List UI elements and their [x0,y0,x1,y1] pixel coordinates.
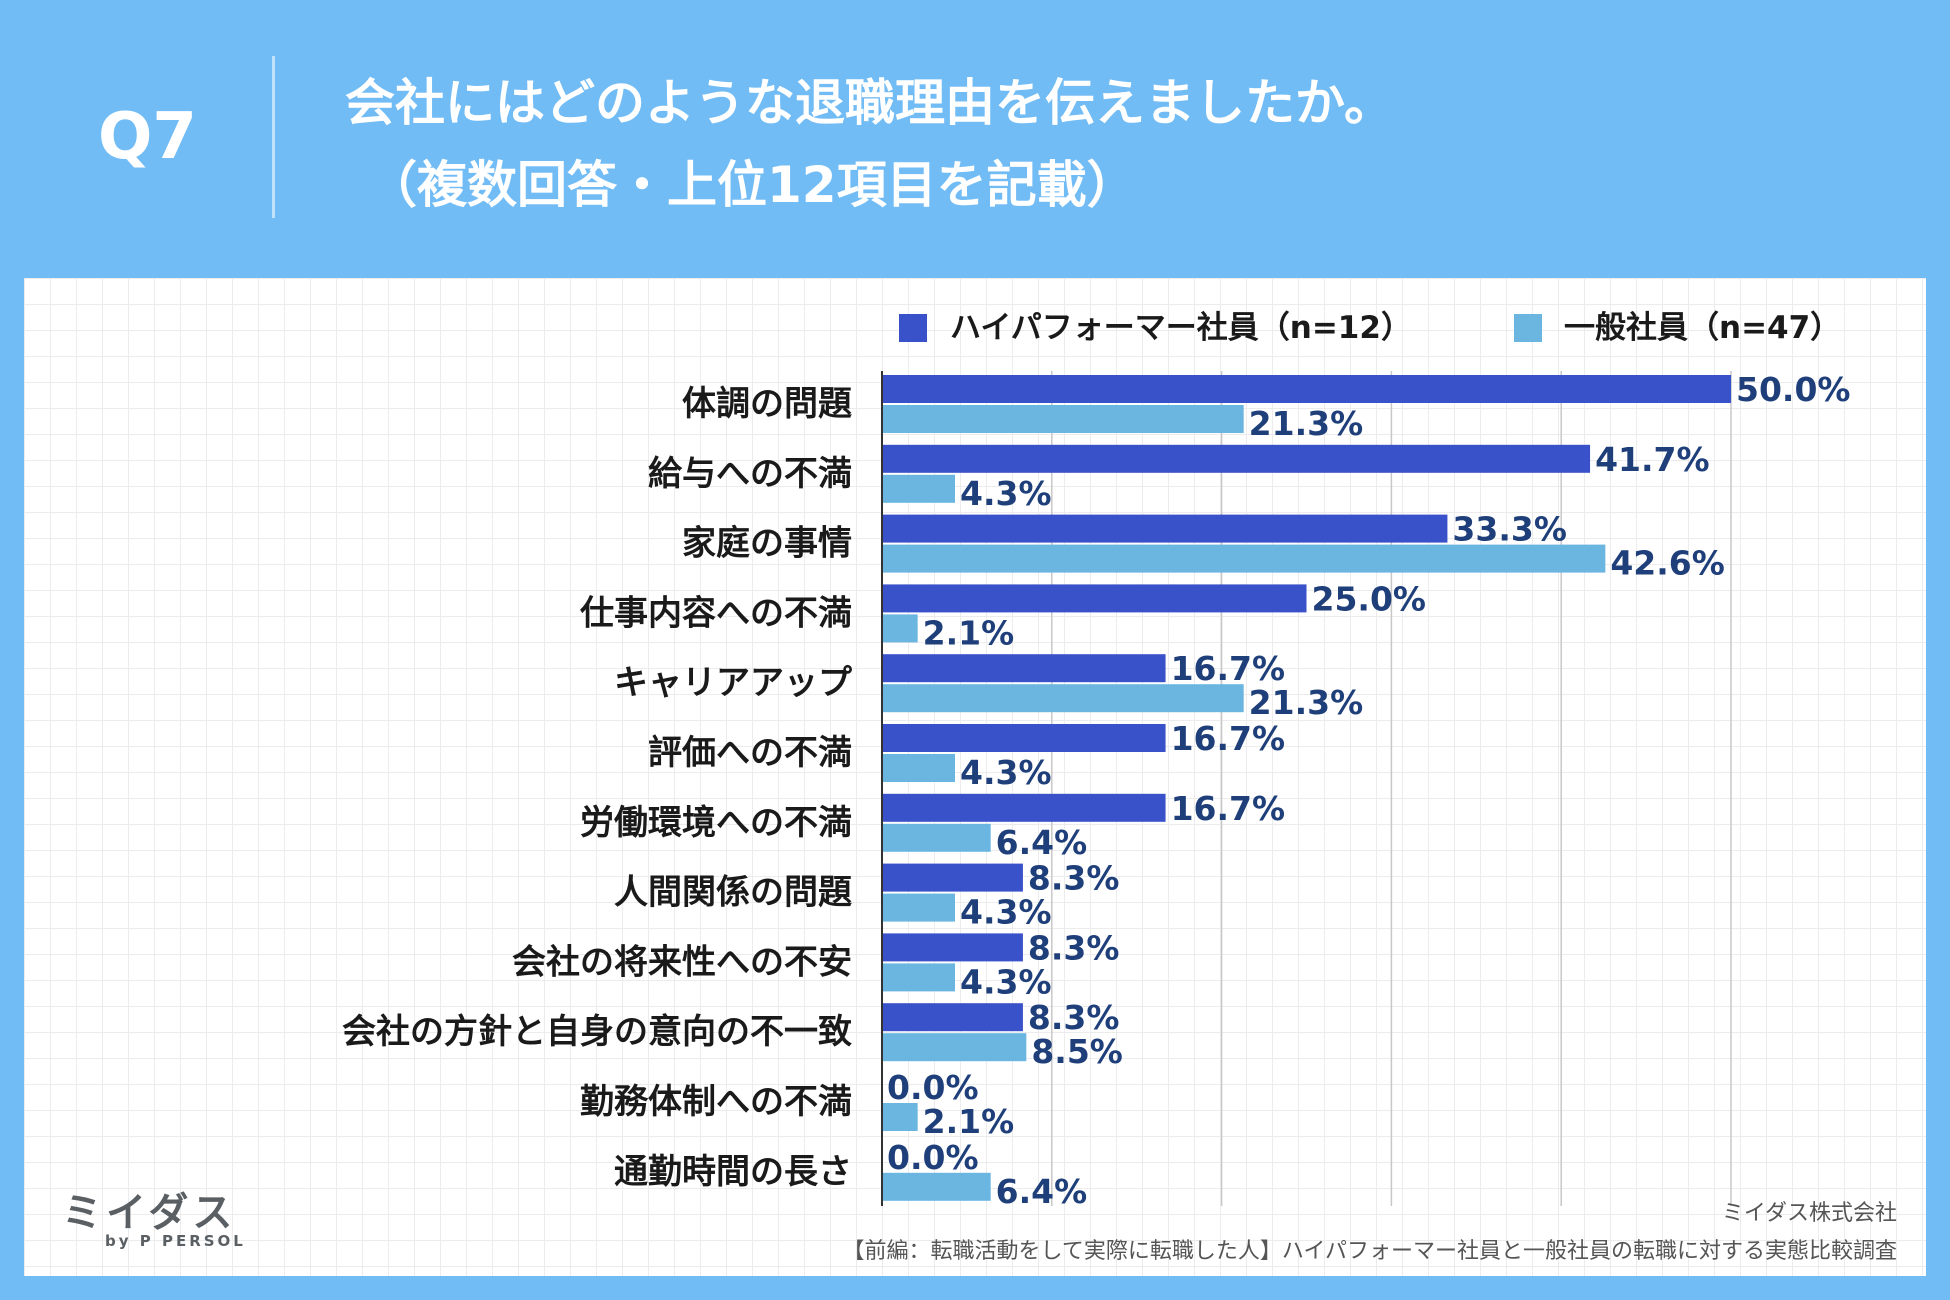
legend-label-high-performer: ハイパフォーマー社員（n=12） [950,310,1412,346]
bar-general [882,614,918,643]
question-title-line2: （複数回答・上位12項目を記載） [367,156,1137,214]
header-divider [272,56,275,218]
question-title: 会社にはどのような退職理由を伝えましたか。 （複数回答・上位12項目を記載） [345,62,1394,226]
legend-label-general: 一般社員（n=47） [1564,310,1841,346]
category-label: 勤務体制への不満 [580,1082,852,1122]
value-label-high-performer: 8.3% [1028,859,1120,898]
value-label-high-performer: 0.0% [887,1138,979,1177]
category-label: 会社の方針と自身の意向の不一致 [342,1012,852,1052]
value-label-high-performer: 50.0% [1736,370,1851,409]
bar-high-performer [882,654,1166,683]
category-label: 評価への不満 [648,733,852,773]
value-label-general: 21.3% [1249,404,1364,443]
bar-high-performer [882,514,1448,543]
header: Q7 会社にはどのような退職理由を伝えましたか。 （複数回答・上位12項目を記載… [0,0,1950,270]
category-label: 通勤時間の長さ [614,1152,852,1192]
value-label-high-performer: 0.0% [887,1068,979,1107]
chart-panel [24,278,1926,1276]
value-label-general: 4.3% [960,893,1052,932]
value-label-high-performer: 33.3% [1452,510,1567,549]
bar-high-performer [882,793,1166,822]
value-label-high-performer: 41.7% [1595,440,1710,479]
bar-high-performer [882,724,1166,752]
value-label-general: 2.1% [923,1102,1015,1141]
bar-general [882,963,956,992]
bar-high-performer [882,1003,1023,1032]
category-label: 給与への不満 [648,454,852,494]
bar-general [882,893,956,922]
bar-high-performer [882,375,1731,403]
value-label-general: 4.3% [960,474,1052,513]
bar-high-performer [882,584,1307,613]
bar-high-performer [882,933,1023,962]
bar-general [882,1033,1027,1062]
legend-swatch-general [1514,314,1542,342]
bar-general [882,754,956,782]
bar-general [882,684,1244,713]
bar-general [882,544,1606,573]
bar-general [882,474,956,503]
bar-general [882,1172,991,1201]
value-label-high-performer: 25.0% [1312,579,1427,618]
bar-general [882,1103,918,1131]
bar-general [882,823,991,852]
value-label-high-performer: 16.7% [1171,649,1286,688]
category-label: 仕事内容への不満 [580,593,852,633]
question-number: Q7 [98,100,197,174]
company-name: ミイダス株式会社 [1721,1201,1897,1226]
value-label-high-performer: 8.3% [1028,998,1120,1037]
value-label-general: 8.5% [1031,1032,1123,1071]
bar-general [882,405,1244,433]
legend-swatch-high-performer [899,314,927,342]
bar-high-performer [882,863,1023,892]
category-label: 人間関係の問題 [614,873,852,913]
category-label: 会社の将来性への不安 [512,942,852,982]
value-label-general: 42.6% [1610,544,1725,583]
persol-logo: by P PERSOL [105,1232,246,1250]
value-label-general: 21.3% [1249,683,1364,722]
value-label-general: 6.4% [996,823,1088,862]
value-label-general: 4.3% [960,962,1052,1001]
value-label-high-performer: 16.7% [1171,789,1286,828]
value-label-general: 4.3% [960,753,1052,792]
question-title-line1: 会社にはどのような退職理由を伝えましたか。 [345,74,1394,132]
miidas-logo: ミイダス [62,1190,237,1236]
category-label: 体調の問題 [682,384,852,424]
bar-high-performer [882,444,1591,473]
category-label: 労働環境への不満 [580,803,852,843]
value-label-high-performer: 16.7% [1171,719,1286,758]
source-note: 【前編：転職活動をして実際に転職した人】ハイパフォーマー社員と一般社員の転職に対… [842,1239,1897,1264]
value-label-high-performer: 8.3% [1028,928,1120,967]
value-label-general: 6.4% [996,1172,1088,1211]
value-label-general: 2.1% [923,613,1015,652]
category-label: キャリアアップ [614,663,852,703]
category-label: 家庭の事情 [682,524,852,564]
